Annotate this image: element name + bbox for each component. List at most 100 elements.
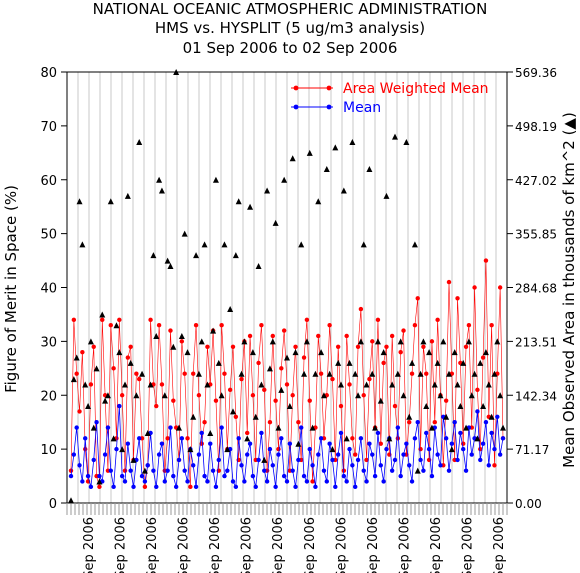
mean-point <box>307 446 312 452</box>
observed-area-marker <box>409 359 416 366</box>
observed-area-marker <box>116 349 123 356</box>
observed-area-marker <box>275 424 282 431</box>
area-weighted-mean-point <box>267 419 273 425</box>
y2-tick-label: 355.85 <box>515 228 557 242</box>
observed-area-marker <box>249 349 256 356</box>
mean-point <box>196 452 202 457</box>
area-weighted-mean-point <box>492 463 497 468</box>
observed-area-marker <box>482 349 489 356</box>
observed-area-marker <box>320 392 327 399</box>
observed-area-marker <box>446 370 452 377</box>
area-weighted-mean-point <box>480 355 486 360</box>
observed-area-marker <box>340 187 347 194</box>
mean-point <box>259 430 264 436</box>
observed-area-marker <box>417 370 424 377</box>
observed-area-marker <box>136 139 143 146</box>
area-weighted-mean-point <box>418 446 423 452</box>
observed-area-marker <box>406 413 413 420</box>
legend-label: Area Weighted Mean <box>343 81 489 97</box>
observed-area-marker <box>349 139 356 146</box>
y2-tick-label: 71.17 <box>515 443 549 457</box>
area-weighted-mean-point <box>446 279 452 285</box>
mean-point <box>364 479 369 484</box>
observed-area-marker <box>500 424 506 431</box>
area-weighted-mean-point <box>304 317 310 323</box>
mean-point <box>435 452 440 457</box>
area-weighted-mean-point <box>353 452 358 457</box>
mean-point <box>310 463 315 468</box>
observed-area-marker <box>474 435 481 442</box>
mean-point <box>347 446 352 452</box>
area-weighted-mean-point <box>389 333 395 339</box>
mean-point <box>273 484 278 490</box>
area-weighted-mean-point <box>247 333 253 339</box>
mean-point <box>250 473 256 479</box>
mean-point <box>353 484 358 490</box>
observed-area-marker <box>258 381 265 388</box>
observed-area-marker <box>176 424 182 431</box>
observed-area-marker <box>76 198 83 205</box>
area-weighted-mean-point <box>97 484 102 490</box>
mean-point <box>210 468 216 473</box>
area-weighted-mean-point <box>171 398 176 403</box>
area-weighted-mean-point <box>227 387 233 393</box>
mean-point <box>256 457 261 463</box>
observed-area-marker <box>227 306 234 313</box>
area-weighted-mean-point <box>395 436 401 441</box>
area-weighted-mean-point <box>233 414 239 419</box>
mean-point <box>316 452 321 457</box>
observed-area-marker <box>377 397 384 404</box>
mean-point <box>159 441 165 446</box>
y2-tick-label: 498.19 <box>515 120 557 134</box>
mean-point <box>355 457 361 463</box>
mean-point <box>94 419 99 425</box>
mean-point <box>395 425 401 430</box>
observed-area-marker <box>73 354 80 361</box>
observed-area-marker <box>414 467 421 474</box>
area-weighted-mean-point <box>262 387 267 393</box>
area-weighted-mean-point <box>188 484 193 490</box>
area-weighted-mean-point <box>316 333 321 339</box>
mean-point <box>239 463 244 468</box>
observed-area-marker <box>215 359 222 366</box>
area-weighted-mean-point <box>415 296 420 301</box>
mean-point <box>443 436 449 441</box>
area-weighted-mean-point <box>88 382 94 387</box>
mean-point <box>168 425 173 430</box>
area-weighted-mean-point <box>381 360 386 366</box>
observed-area-marker <box>70 376 77 383</box>
mean-point <box>222 473 227 479</box>
x-tick-label: Sep 2006 <box>240 517 255 573</box>
mean-point <box>384 446 389 452</box>
mean-point <box>463 468 469 473</box>
y2-axis-label: Mean Observed Area in thousands of km^2 … <box>560 112 578 468</box>
mean-point <box>500 436 506 441</box>
observed-area-marker <box>110 435 117 442</box>
observed-area-marker <box>241 338 248 345</box>
mean-point <box>293 484 298 490</box>
observed-area-marker <box>366 165 373 172</box>
mean-point <box>185 479 190 484</box>
area-weighted-mean-point <box>421 344 426 349</box>
observed-area-marker <box>187 446 194 453</box>
observed-area-marker <box>278 386 285 393</box>
area-weighted-mean-point <box>435 317 440 323</box>
observed-area-marker <box>68 497 74 504</box>
area-weighted-mean-point <box>367 376 372 382</box>
area-weighted-mean-point <box>270 333 275 339</box>
observed-area-marker <box>357 338 364 345</box>
mean-point <box>236 436 241 441</box>
mean-point <box>191 463 196 468</box>
mean-point <box>287 441 293 446</box>
y2-tick-label: 213.51 <box>515 335 557 349</box>
observed-area-marker <box>207 429 214 436</box>
mean-point <box>208 441 213 446</box>
observed-area-marker <box>448 446 455 453</box>
observed-area-marker <box>360 241 367 248</box>
observed-area-marker <box>141 467 148 474</box>
area-weighted-mean-point <box>290 393 295 398</box>
area-weighted-mean-point <box>148 317 153 323</box>
mean-point <box>279 436 284 441</box>
legend-swatch-point <box>293 85 299 91</box>
area-weighted-mean-point <box>273 398 278 403</box>
